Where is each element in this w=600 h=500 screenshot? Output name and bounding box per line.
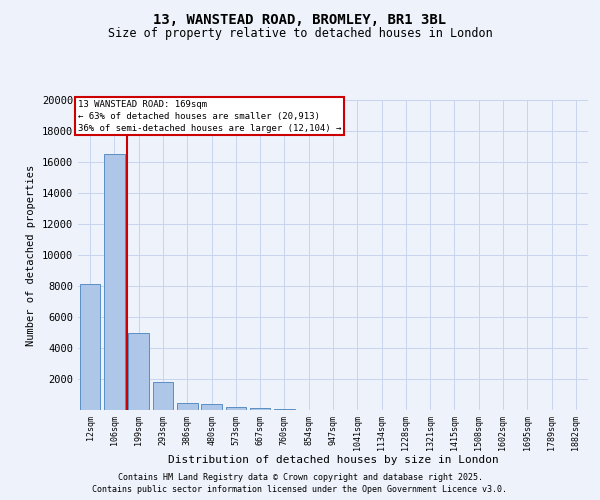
Text: Size of property relative to detached houses in London: Size of property relative to detached ho… (107, 28, 493, 40)
Bar (80, 284, 100, 410)
Bar (128, 332, 149, 410)
Bar (177, 404, 197, 410)
X-axis label: Distribution of detached houses by size in London: Distribution of detached houses by size … (167, 456, 499, 466)
Bar (201, 404, 222, 410)
Bar (152, 382, 173, 410)
Bar (274, 408, 295, 410)
Text: 13, WANSTEAD ROAD, BROMLEY, BR1 3BL: 13, WANSTEAD ROAD, BROMLEY, BR1 3BL (154, 12, 446, 26)
Y-axis label: Number of detached properties: Number of detached properties (26, 164, 37, 346)
Bar (104, 154, 125, 410)
Bar (226, 406, 246, 410)
Text: 13 WANSTEAD ROAD: 169sqm
← 63% of detached houses are smaller (20,913)
36% of se: 13 WANSTEAD ROAD: 169sqm ← 63% of detach… (78, 100, 341, 132)
Bar (250, 408, 271, 410)
Text: Contains HM Land Registry data © Crown copyright and database right 2025.: Contains HM Land Registry data © Crown c… (118, 472, 482, 482)
Text: Contains public sector information licensed under the Open Government Licence v3: Contains public sector information licen… (92, 485, 508, 494)
